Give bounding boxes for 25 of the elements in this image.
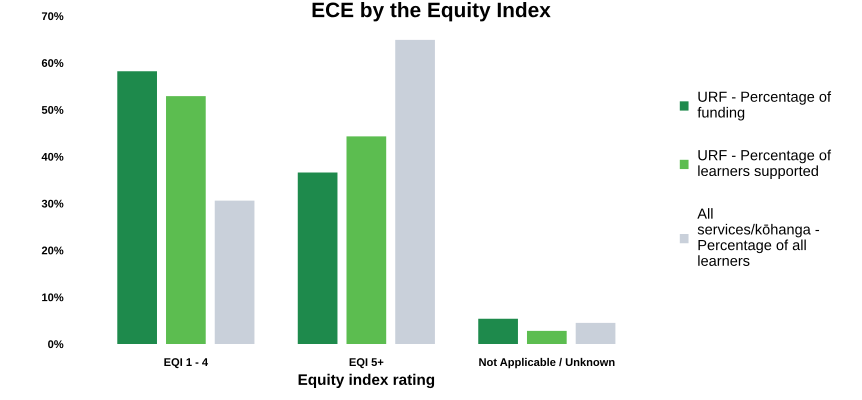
y-tick-label: 40% <box>42 152 64 161</box>
bar <box>576 322 616 344</box>
x-tick-label: Not Applicable / Unknown <box>479 358 614 368</box>
bar <box>298 172 338 344</box>
legend-label: URF - Percentage of funding <box>698 91 832 120</box>
legend-label: All services/kōhanga - Percentage of all learners <box>697 208 820 266</box>
bar <box>395 40 435 344</box>
y-tick-label: 50% <box>42 106 64 114</box>
bar <box>117 71 157 344</box>
chart-title: ECE by the Equity Index <box>312 2 551 22</box>
x-tick-label: EQI 1 - 4 <box>164 358 208 368</box>
bar <box>214 200 254 344</box>
bar <box>166 96 206 344</box>
x-axis-title: Equity index rating <box>298 374 434 388</box>
y-tick-label: 60% <box>42 59 64 67</box>
bar <box>346 136 386 344</box>
y-tick-label: 20% <box>42 246 64 254</box>
bar <box>526 330 567 344</box>
bar <box>478 318 518 344</box>
y-tick-label: 70% <box>42 12 64 20</box>
y-tick-label: 30% <box>42 200 64 208</box>
x-tick-label: EQI 5+ <box>350 358 384 368</box>
legend-label: URF - Percentage of learners supported <box>698 150 832 179</box>
y-tick-label: 0% <box>48 340 64 348</box>
y-tick-label: 10% <box>42 293 64 302</box>
